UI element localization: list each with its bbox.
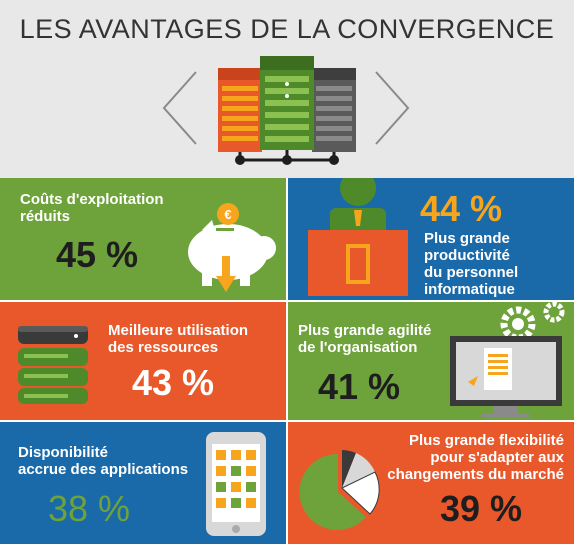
title-line: réduits — [20, 208, 71, 225]
percent-value: 38 % — [48, 488, 131, 529]
panel-title: Coûts d'exploitation réduits — [20, 191, 164, 225]
panel-agilite: Plus grande agilité de l'organisation 41… — [288, 302, 574, 420]
gears-icon — [500, 302, 565, 342]
page-title: LES AVANTAGES DE LA CONVERGENCE — [19, 14, 555, 44]
panel-title: Plus grande flexibilité pour s'adapter a… — [374, 432, 564, 483]
title-line: Plus grande flexibilité — [408, 432, 564, 449]
title-line: changements du marché — [387, 466, 564, 483]
title-line: productivité — [424, 247, 510, 264]
panel-title: Meilleure utilisation des ressources — [108, 322, 248, 356]
person-at-desk-icon — [308, 178, 408, 296]
piggy-bank-euro-icon: € — [188, 203, 276, 292]
chevron-left-icon — [162, 71, 197, 145]
title-line: Coûts d'exploitation — [20, 191, 164, 208]
title-line: Disponibilité — [18, 444, 108, 461]
panel-ressources: Meilleure utilisation des ressources 43 … — [0, 302, 286, 420]
smartphone-apps-icon — [206, 432, 266, 536]
chevron-right-icon — [375, 71, 410, 145]
percent-value: 39 % — [440, 488, 523, 529]
percent-value: 45 % — [56, 234, 139, 275]
title-line: Meilleure utilisation — [108, 322, 249, 339]
server-stack-icon — [18, 326, 88, 404]
title-line: des ressources — [108, 339, 219, 356]
percent-value: 44 % — [420, 188, 503, 229]
panel-title: Disponibilité accrue des applications — [18, 444, 188, 478]
title-line: accrue des applications — [18, 461, 189, 478]
title-line: informatique — [424, 281, 515, 298]
title-line: de l'organisation — [298, 339, 418, 356]
title-line: Plus grande agilité — [298, 322, 432, 339]
panel-couts-exploitation: Coûts d'exploitation réduits 45 % € — [0, 178, 286, 300]
converged-servers-icon — [218, 56, 356, 165]
panel-productivite: 44 % Plus grande productivité du personn… — [288, 178, 574, 300]
percent-value: 43 % — [132, 362, 215, 403]
monitor-icon — [450, 336, 562, 418]
percent-value: 41 % — [318, 366, 401, 407]
panel-disponibilite: Disponibilité accrue des applications 38… — [0, 422, 286, 544]
panel-flexibilite: Plus grande flexibilité pour s'adapter a… — [288, 422, 574, 544]
title-line: Plus grande — [424, 230, 510, 247]
title-line: du personnel — [424, 264, 519, 281]
svg-text:€: € — [224, 207, 231, 222]
panel-title: Plus grande productivité du personnel in… — [424, 230, 518, 298]
panel-title: Plus grande agilité de l'organisation — [298, 322, 431, 356]
title-line: pour s'adapter aux — [430, 449, 564, 466]
pie-chart-icon — [299, 450, 380, 530]
